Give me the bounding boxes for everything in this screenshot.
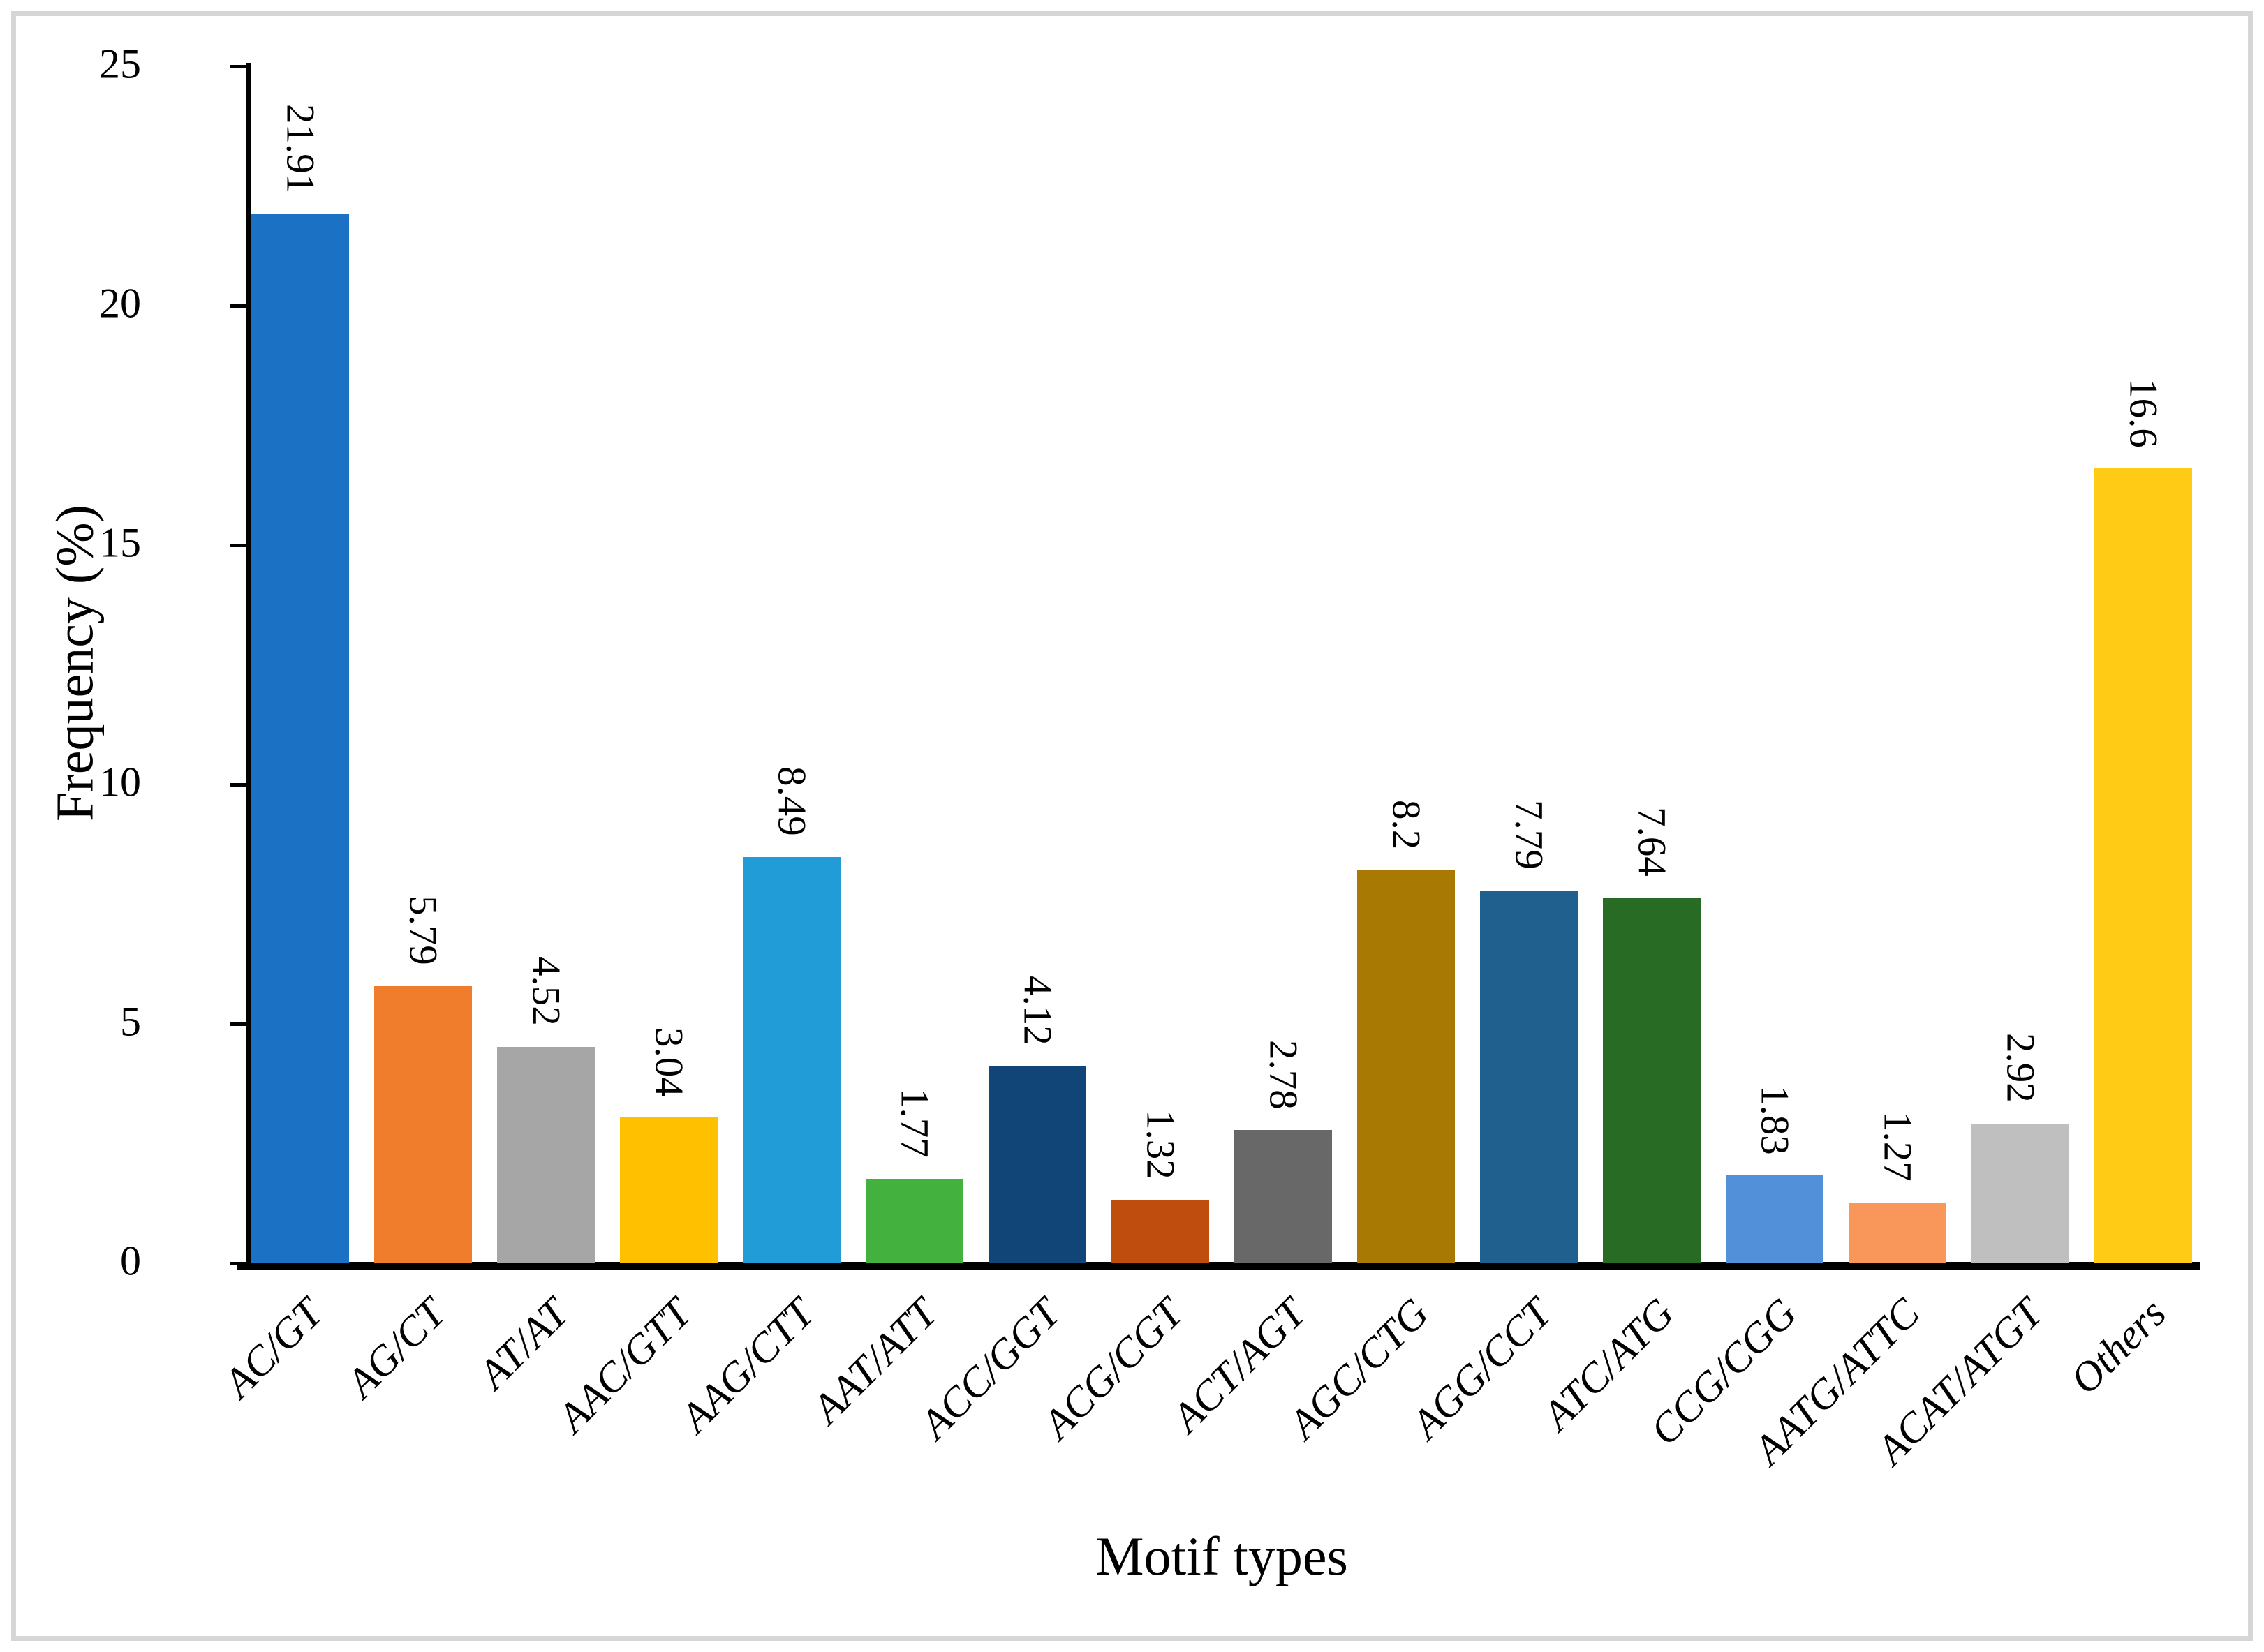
bar-value-label: 4.12 bbox=[1015, 975, 1060, 1045]
bar-value-label: 21.91 bbox=[278, 103, 323, 193]
y-tick-mark bbox=[230, 304, 246, 308]
y-axis-line bbox=[246, 63, 251, 1269]
y-tick-label: 20 bbox=[99, 280, 141, 327]
bar-value-label: 16.6 bbox=[2121, 378, 2166, 448]
bar-group: 1.77 AAT/ATT bbox=[804, 66, 963, 1432]
y-tick-mark bbox=[230, 544, 246, 547]
bar-value-label: 7.64 bbox=[1629, 807, 1674, 877]
bar-AGG/CCT[interactable] bbox=[1480, 890, 1578, 1263]
x-axis-title: Motif types bbox=[1095, 1526, 1348, 1586]
bar-group: 1.27 AATG/ATTC bbox=[1745, 66, 1946, 1473]
bar-AATG/ATTC[interactable] bbox=[1849, 1202, 1946, 1263]
bar-value-label: 5.79 bbox=[401, 895, 445, 965]
bar-value-label: 2.78 bbox=[1261, 1039, 1305, 1110]
bar-group: 21.91 AC/GT bbox=[215, 66, 349, 1406]
bar-group: 2.78 ACT/AGT bbox=[1163, 66, 1332, 1441]
bar-group: 5.79 AG/CT bbox=[338, 66, 472, 1406]
y-tick-mark bbox=[230, 1022, 246, 1026]
y-tick-label: 5 bbox=[120, 998, 141, 1045]
bar-AAG/CTT[interactable] bbox=[743, 856, 841, 1263]
bar-value-label: 7.79 bbox=[1507, 799, 1551, 870]
bar-group: 2.92 ACAT/ATGT bbox=[1868, 66, 2069, 1473]
x-axis-category-label: AT/AT bbox=[469, 1289, 577, 1398]
x-axis-category-label: Others bbox=[2061, 1289, 2175, 1404]
plot-area: 0 5 10 15 20 25 21.91 AC/GT 5.79 AG/CT 4.52 AT/AT 3… bbox=[99, 41, 2200, 1473]
y-tick-mark bbox=[230, 65, 246, 68]
bar-ACC/GGT[interactable] bbox=[989, 1066, 1086, 1263]
bar-value-label: 1.27 bbox=[1875, 1112, 1920, 1182]
bar-group: 4.52 AT/AT bbox=[469, 66, 595, 1397]
bar-value-label: 8.49 bbox=[769, 766, 814, 836]
y-axis-title: Frequency (%) bbox=[45, 505, 105, 821]
bar-value-label: 3.04 bbox=[646, 1027, 691, 1097]
bar-AAT/ATT[interactable] bbox=[866, 1178, 963, 1263]
x-axis-category-label: AAC/GTT bbox=[549, 1289, 700, 1441]
y-tick-label: 15 bbox=[99, 519, 141, 566]
y-tick-label: 10 bbox=[99, 759, 141, 805]
x-axis-category-label: AG/CT bbox=[337, 1289, 454, 1406]
bar-value-label: 8.2 bbox=[1384, 800, 1428, 850]
bar-group: 1.83 CCG/CGG bbox=[1641, 66, 1823, 1454]
bar-ACT/AGT[interactable] bbox=[1234, 1130, 1332, 1263]
bar-ATC/ATG[interactable] bbox=[1603, 897, 1701, 1263]
bar-AG/CT[interactable] bbox=[374, 985, 472, 1263]
y-tick-label: 25 bbox=[99, 40, 141, 87]
bar-ACG/CGT[interactable] bbox=[1111, 1200, 1209, 1263]
x-axis-line bbox=[237, 1262, 2200, 1270]
bar-AT/AT[interactable] bbox=[497, 1046, 595, 1263]
bar-AAC/GTT[interactable] bbox=[620, 1117, 718, 1263]
bar-group: 7.79 AGG/CCT bbox=[1403, 66, 1578, 1448]
bar-group: 3.04 AAC/GTT bbox=[549, 66, 718, 1441]
bar-value-label: 1.77 bbox=[892, 1087, 937, 1158]
x-axis-category-label: AAG/CTT bbox=[672, 1289, 823, 1441]
bar-AC/GT[interactable] bbox=[251, 214, 349, 1263]
x-axis-category-label: AC/GT bbox=[214, 1289, 332, 1406]
bar-group: 1.32 ACG/CGT bbox=[1034, 66, 1209, 1448]
bar-group: 4.12 ACC/GGT bbox=[911, 66, 1086, 1448]
bar-value-label: 1.83 bbox=[1752, 1085, 1797, 1155]
bar-group: 7.64 ATC/ATG bbox=[1534, 66, 1701, 1438]
bar-group: 8.49 AAG/CTT bbox=[672, 66, 841, 1441]
bar-value-label: 2.92 bbox=[1998, 1032, 2043, 1103]
bar-group: 8.2 AGC/CTG bbox=[1280, 66, 1455, 1448]
y-tick-label: 0 bbox=[120, 1237, 141, 1284]
bar-value-label: 4.52 bbox=[524, 956, 568, 1026]
bar-Others[interactable] bbox=[2094, 468, 2192, 1263]
bar-ACAT/ATGT[interactable] bbox=[1971, 1123, 2069, 1263]
y-tick-mark bbox=[230, 783, 246, 787]
bar-CCG/CGG[interactable] bbox=[1726, 1175, 1823, 1263]
bar-value-label: 1.32 bbox=[1138, 1109, 1183, 1180]
bar-AGC/CTG[interactable] bbox=[1357, 870, 1455, 1263]
y-tick-mark bbox=[230, 1262, 246, 1265]
bar-group: 16.6 Others bbox=[2061, 66, 2192, 1403]
